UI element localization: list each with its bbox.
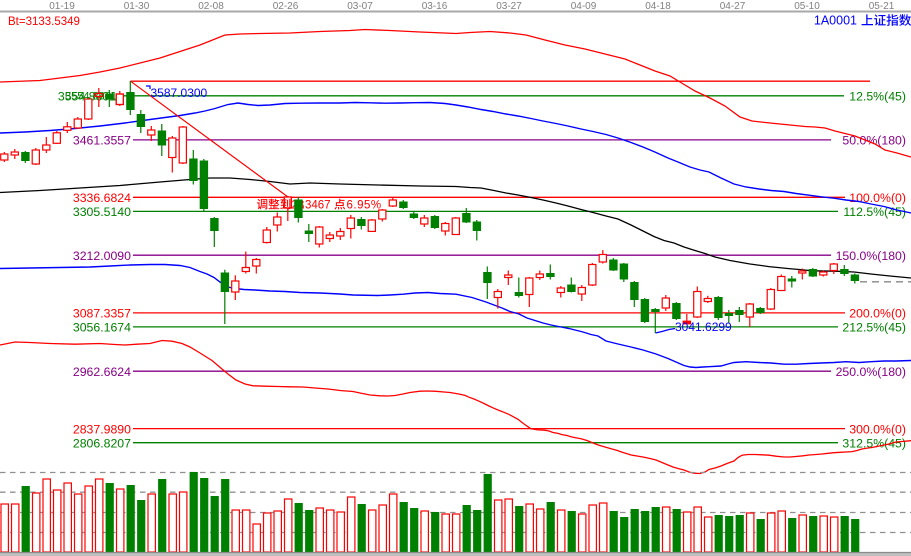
svg-text:300.0%(0): 300.0%(0) xyxy=(849,422,906,436)
svg-text:3041.6299: 3041.6299 xyxy=(675,320,732,334)
svg-text:3056.1674: 3056.1674 xyxy=(73,321,131,335)
svg-text:3087.3357: 3087.3357 xyxy=(73,307,131,321)
svg-text:212.5%(45): 212.5%(45) xyxy=(842,321,906,335)
svg-text:2962.6624: 2962.6624 xyxy=(73,365,131,379)
svg-text:100.0%(0): 100.0%(0) xyxy=(849,191,906,205)
svg-text:112.5%(45): 112.5%(45) xyxy=(843,205,906,219)
svg-text:01-19: 01-19 xyxy=(49,1,75,12)
svg-text:12.5%(45): 12.5%(45) xyxy=(849,90,906,104)
svg-text:05-21: 05-21 xyxy=(869,1,895,12)
svg-text:01-30: 01-30 xyxy=(124,1,150,12)
svg-text:3587.0300: 3587.0300 xyxy=(151,86,208,100)
svg-text:3554.8601: 3554.8601 xyxy=(65,91,117,103)
svg-text:3336.6824: 3336.6824 xyxy=(73,191,131,205)
svg-text:2837.9890: 2837.9890 xyxy=(73,422,131,436)
svg-text:05-10: 05-10 xyxy=(794,1,820,12)
svg-text:Bt=3133.5349: Bt=3133.5349 xyxy=(8,16,80,28)
svg-text:1A0001: 1A0001 xyxy=(814,14,857,28)
svg-text:3305.5140: 3305.5140 xyxy=(73,205,131,219)
svg-text:250.0%(180): 250.0%(180) xyxy=(836,365,906,379)
svg-text:312.5%(45): 312.5%(45) xyxy=(842,437,906,451)
svg-text:04-27: 04-27 xyxy=(720,1,746,12)
svg-text:150.0%(180): 150.0%(180) xyxy=(836,249,906,263)
svg-text:03-27: 03-27 xyxy=(496,1,522,12)
svg-text:04-09: 04-09 xyxy=(571,1,597,12)
svg-text:3212.0090: 3212.0090 xyxy=(73,249,131,263)
svg-text:2806.8207: 2806.8207 xyxy=(73,437,131,451)
svg-text:02-26: 02-26 xyxy=(273,1,299,12)
svg-text:.3467: .3467 xyxy=(302,200,331,212)
svg-text:200.0%(0): 200.0%(0) xyxy=(849,307,906,321)
svg-text:6.95%: 6.95% xyxy=(347,200,382,212)
svg-text:04-18: 04-18 xyxy=(645,1,671,12)
svg-text:3461.3557: 3461.3557 xyxy=(73,134,131,148)
svg-text:02-08: 02-08 xyxy=(198,1,224,12)
svg-text:03-07: 03-07 xyxy=(347,1,373,12)
svg-text:03-16: 03-16 xyxy=(422,1,448,12)
